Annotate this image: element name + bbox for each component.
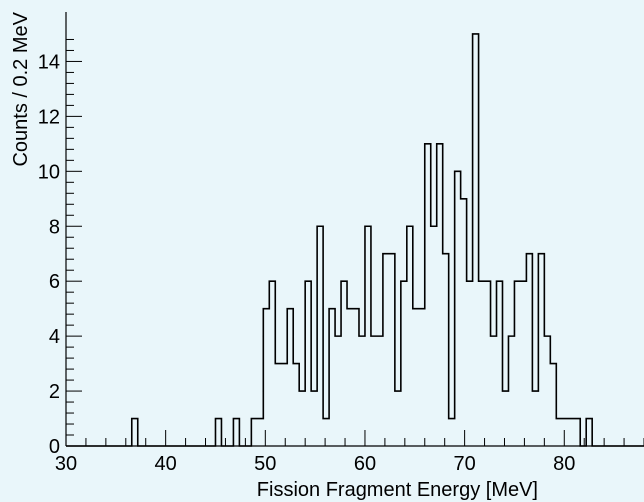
y-axis: 0 2 4 6 8 10 12 14 xyxy=(38,38,82,458)
x-tick-label: 30 xyxy=(55,453,77,475)
y-tick-label: 8 xyxy=(49,216,60,238)
y-axis-title: Counts / 0.2 MeV xyxy=(10,11,32,166)
y-tick-label: 6 xyxy=(49,271,60,293)
x-tick-label: 60 xyxy=(354,453,376,475)
x-tick-label: 70 xyxy=(453,453,475,475)
y-tick-label: 12 xyxy=(38,106,60,128)
x-tick-label: 40 xyxy=(155,453,177,475)
y-tick-label: 4 xyxy=(49,326,60,348)
y-tick-label: 2 xyxy=(49,381,60,403)
x-axis-title: Fission Fragment Energy [MeV] xyxy=(257,479,538,501)
x-axis: 30 40 50 60 70 80 xyxy=(55,430,644,475)
y-tick-label: 14 xyxy=(38,51,60,73)
y-tick-label: 0 xyxy=(49,436,60,458)
x-tick-label: 80 xyxy=(553,453,575,475)
histogram-series xyxy=(66,33,644,447)
x-tick-label: 50 xyxy=(254,453,276,475)
y-tick-label: 10 xyxy=(38,161,60,183)
